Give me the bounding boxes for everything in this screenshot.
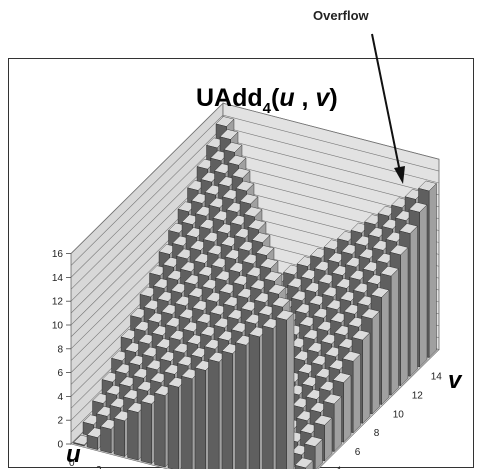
bar-side [181, 375, 193, 469]
u-tick-label: 0 [69, 458, 75, 469]
v-tick-label: 10 [393, 409, 405, 420]
v-tick-label: 8 [374, 428, 380, 439]
v-tick-label: 12 [412, 391, 424, 402]
annotation-arrow-head [394, 166, 405, 184]
v-tick-label: 4 [336, 466, 342, 469]
z-tick-label: 12 [52, 297, 64, 308]
title-u: u [279, 84, 294, 112]
bar-side [100, 426, 112, 454]
z-tick-label: 0 [57, 440, 63, 451]
title-close: ) [329, 84, 337, 112]
bar-side [248, 333, 260, 469]
bars-group [73, 116, 437, 469]
bar-side [221, 350, 233, 469]
z-tick-label: 16 [52, 249, 64, 260]
bar-side [208, 359, 220, 469]
bar-side [113, 417, 125, 457]
overflow-annotation: Overflow [313, 8, 370, 23]
z-tick-label: 14 [52, 273, 64, 284]
bar-side [262, 325, 274, 469]
annotation-arrow-line [371, 33, 401, 173]
gridline [70, 114, 440, 266]
bar [294, 457, 314, 469]
chart-title: UAdd4(u , v) [196, 84, 338, 117]
bar-chart-3d: 02468101214160246810121402468101214 [52, 102, 442, 469]
bar-side [154, 392, 166, 468]
z-tick-label: 8 [57, 344, 63, 355]
v-axis-label: v [448, 367, 463, 394]
title-open: ( [271, 84, 280, 112]
bar-side [140, 401, 152, 464]
z-tick-label: 10 [52, 321, 64, 332]
gridline [70, 102, 440, 254]
tick-labels: 02468101214160246810121402468101214 [52, 249, 442, 469]
v-tick-label: 6 [355, 447, 361, 458]
title-v: v [315, 84, 331, 112]
title-sep: , [295, 84, 316, 112]
bar-side [73, 442, 85, 447]
bar-side [235, 342, 247, 469]
bar-side [127, 409, 139, 461]
bar-side [275, 317, 287, 469]
chart-frame: 02468101214160246810121402468101214 [8, 58, 474, 469]
bar-side [294, 464, 306, 469]
bar-side [86, 434, 98, 450]
u-axis-label: u [66, 441, 81, 468]
title-subscript: 4 [263, 100, 272, 117]
bar-front [305, 460, 314, 469]
v-tick-label: 14 [431, 372, 443, 383]
z-tick-label: 6 [57, 368, 63, 379]
u-tick-label: 2 [96, 465, 102, 469]
bar [275, 309, 295, 469]
title-prefix: UAdd [196, 84, 263, 112]
z-tick-label: 4 [57, 392, 63, 403]
z-tick-label: 2 [57, 416, 63, 427]
bar-side [194, 367, 206, 469]
bar-side [167, 384, 179, 469]
